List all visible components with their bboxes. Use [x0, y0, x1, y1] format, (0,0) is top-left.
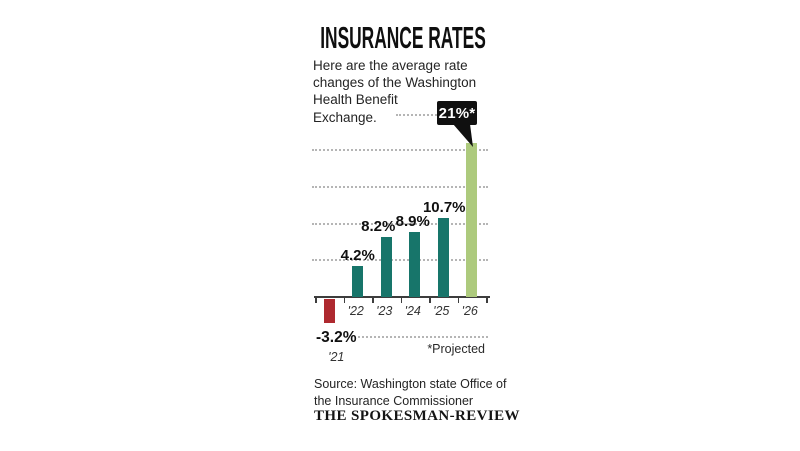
- subtitle-line: changes of the Washington: [313, 75, 477, 91]
- bar-21: [323, 299, 335, 323]
- gridline-neg5pct: [358, 336, 488, 338]
- projected-footnote: *Projected: [427, 342, 485, 356]
- bar-24: [409, 231, 421, 297]
- source-line: the Insurance Commissioner: [314, 393, 474, 408]
- x-axis-tick: [429, 298, 431, 303]
- gridline-5pct: [312, 259, 488, 262]
- bar-value-label-24: 8.9%: [395, 212, 430, 230]
- x-axis-label-22: '22: [347, 304, 364, 318]
- bar-value-label-22: 4.2%: [340, 247, 375, 265]
- bar-25: [437, 218, 449, 297]
- bar-22: [352, 266, 364, 297]
- source-line: Source: Washington state Office of: [314, 377, 507, 391]
- bar-value-label-23: 8.2%: [361, 217, 396, 235]
- gridline-10pct: [312, 222, 488, 225]
- subtitle-line: Exchange.: [313, 109, 377, 125]
- x-axis-label-23: '23: [376, 304, 393, 318]
- x-axis-tick: [343, 298, 345, 303]
- subtitle-line: Health Benefit: [313, 92, 398, 108]
- bar-26: [466, 142, 478, 297]
- bar-23: [380, 236, 392, 297]
- callout-bubble: 21%*: [437, 101, 477, 125]
- x-axis-line: [314, 296, 490, 298]
- x-axis-tick: [400, 298, 402, 303]
- subtitle-line: Here are the average rate: [313, 58, 468, 73]
- x-axis-label-26: '26: [461, 304, 478, 318]
- bar-value-label-21: -3.2%: [316, 328, 357, 346]
- gridline-15pct: [312, 185, 488, 188]
- x-axis-tick: [315, 298, 317, 303]
- x-axis-tick: [457, 298, 459, 303]
- x-axis-label-21: '21: [328, 349, 345, 364]
- callout-label: 21%*: [438, 104, 476, 122]
- chart-subtitle: Here are the average rate changes of the…: [313, 57, 513, 126]
- x-axis-tick: [486, 298, 488, 303]
- bar-value-label-25: 10.7%: [422, 199, 466, 217]
- callout-pointer: [450, 124, 476, 148]
- publication-credit: THE SPOKESMAN-REVIEW: [314, 408, 520, 424]
- x-axis-label-25: '25: [433, 304, 450, 318]
- x-axis-tick: [372, 298, 374, 303]
- gridline-20pct: [312, 149, 488, 151]
- gridline-25pct-leader: [396, 114, 437, 116]
- x-axis-label-24: '24: [404, 304, 421, 318]
- source-credit: Source: Washington state Office of the I…: [314, 376, 534, 409]
- chart-title: INSURANCE RATES: [320, 20, 486, 55]
